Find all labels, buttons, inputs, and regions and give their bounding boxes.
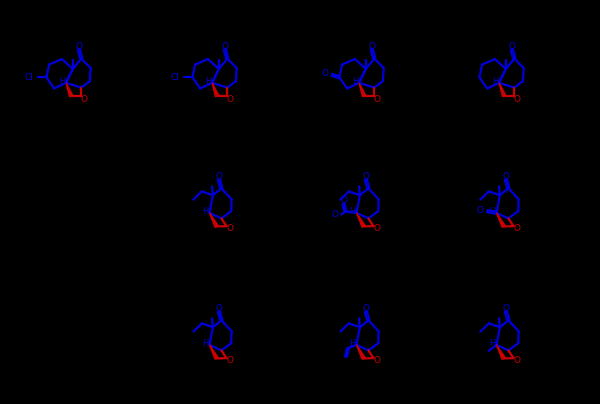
Polygon shape <box>209 345 218 359</box>
Text: O: O <box>513 356 520 365</box>
Polygon shape <box>356 213 365 227</box>
Polygon shape <box>66 83 73 97</box>
Text: H: H <box>203 339 209 349</box>
Text: O: O <box>215 304 223 313</box>
Text: H: H <box>350 339 356 349</box>
Text: O: O <box>374 95 381 104</box>
Polygon shape <box>209 213 218 227</box>
Text: Cl: Cl <box>25 73 34 82</box>
Text: O: O <box>513 224 520 233</box>
Text: O: O <box>81 95 88 104</box>
Text: O: O <box>508 42 515 51</box>
Polygon shape <box>356 345 365 359</box>
Text: H: H <box>203 208 209 217</box>
Text: H: H <box>352 77 358 86</box>
Polygon shape <box>212 83 219 97</box>
Text: O: O <box>227 95 234 104</box>
Polygon shape <box>359 83 366 97</box>
Text: O: O <box>502 304 509 313</box>
Text: O: O <box>215 172 223 181</box>
Text: O: O <box>362 304 370 313</box>
Polygon shape <box>497 345 505 359</box>
Text: H: H <box>59 77 65 86</box>
Text: O: O <box>373 224 380 233</box>
Text: Cl: Cl <box>171 73 180 82</box>
Polygon shape <box>499 83 506 97</box>
Text: O: O <box>373 356 380 365</box>
Text: O: O <box>502 172 509 181</box>
Text: H: H <box>490 208 496 217</box>
Polygon shape <box>497 213 505 227</box>
Text: O: O <box>322 69 328 78</box>
Text: H: H <box>490 339 496 349</box>
Text: O: O <box>226 356 233 365</box>
Text: H: H <box>350 208 356 217</box>
Text: O: O <box>226 224 233 233</box>
Text: H: H <box>492 77 499 86</box>
Text: O: O <box>368 42 376 51</box>
Text: O: O <box>340 196 347 205</box>
Text: O: O <box>76 42 82 51</box>
Text: H: H <box>205 77 211 86</box>
Text: O: O <box>332 210 338 219</box>
Text: O: O <box>514 95 521 104</box>
Text: O: O <box>362 172 370 181</box>
Text: O: O <box>477 206 484 215</box>
Text: O: O <box>221 42 228 51</box>
